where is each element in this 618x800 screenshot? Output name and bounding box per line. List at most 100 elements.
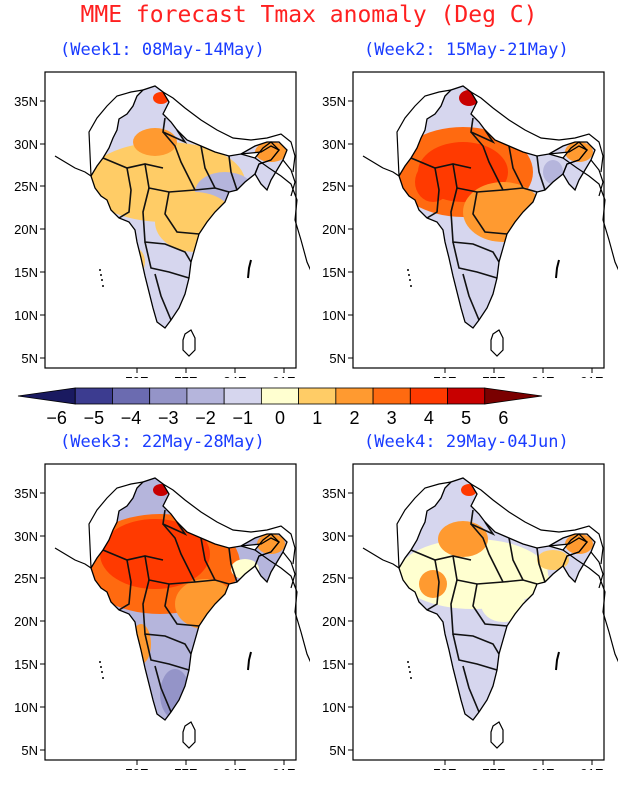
lat-tick-label: 15N	[322, 657, 346, 672]
lakshadweep-islands	[408, 666, 410, 668]
lat-tick-label: 25N	[322, 571, 346, 586]
map-panel-week4: 35N30N25N20N15N10N5N70E77E84E91E98E	[308, 460, 618, 781]
colorbar-swatch	[74, 387, 113, 405]
panel-title-week2: (Week2: 15May-21May)	[364, 40, 569, 60]
lon-tick-label: 77E	[174, 374, 197, 378]
state-boundary	[452, 241, 498, 279]
map-panel-week2: 35N30N25N20N15N10N5N70E77E84E91E98E	[308, 68, 618, 389]
northeast-outline	[548, 141, 596, 192]
lat-tick-label: 5N	[329, 743, 346, 758]
state-boundary	[462, 273, 480, 321]
lon-tick-label: 77E	[482, 766, 505, 770]
state-boundary	[536, 547, 546, 583]
anomaly-field	[91, 478, 287, 720]
colorbar-label: −5	[84, 408, 105, 428]
coastline	[282, 551, 296, 589]
andaman-islands	[555, 651, 560, 671]
coastline	[396, 481, 452, 569]
lat-tick-label: 25N	[322, 179, 346, 194]
lon-tick-label: 84E	[223, 766, 246, 770]
state-boundary	[470, 117, 496, 144]
state-boundary	[472, 191, 508, 235]
lat-tick-label: 35N	[14, 486, 38, 501]
state-boundary	[164, 583, 200, 627]
state-boundary	[154, 273, 172, 321]
state-boundary	[410, 157, 472, 169]
map-panel-week3: 35N30N25N20N15N10N5N70E77E84E91E98E	[0, 460, 345, 781]
panel-title-week4: (Week4: 29May-04Jun)	[364, 432, 569, 452]
northeast-outline	[240, 141, 288, 192]
state-boundary	[426, 167, 440, 219]
colorbar-label: 4	[424, 408, 434, 428]
coastline	[162, 483, 296, 565]
lakshadweep-islands	[102, 285, 104, 287]
india-outline	[90, 85, 280, 329]
coastline	[562, 157, 618, 271]
lakshadweep-islands	[407, 269, 409, 271]
lat-tick-label: 15N	[322, 265, 346, 280]
panel-title-week1: (Week1: 08May-14May)	[60, 40, 265, 60]
lat-tick-label: 35N	[322, 94, 346, 109]
colorbar-label: −2	[195, 408, 216, 428]
lon-tick-label: 77E	[482, 374, 505, 378]
map-frame	[44, 463, 297, 761]
lon-tick-label: 70E	[433, 374, 456, 378]
sri-lanka-outline	[182, 721, 196, 749]
state-boundary	[426, 559, 440, 611]
anomaly-patch	[543, 160, 563, 184]
colorbar-swatch	[298, 387, 337, 405]
lat-tick-label: 30N	[322, 137, 346, 152]
lakshadweep-islands	[99, 269, 101, 271]
lakshadweep-islands	[99, 661, 101, 663]
lon-tick-label: 70E	[433, 766, 456, 770]
lat-tick-label: 35N	[322, 486, 346, 501]
colorbar-label: −6	[46, 408, 67, 428]
colorbar-swatch	[17, 387, 76, 405]
coastline	[396, 89, 452, 177]
anomaly-field	[91, 86, 287, 328]
coastline	[362, 155, 400, 177]
lon-tick-label: 84E	[531, 374, 554, 378]
page-title: MME forecast Tmax anomaly (Deg C)	[80, 2, 538, 28]
state-boundary	[472, 583, 508, 627]
lat-tick-label: 10N	[14, 308, 38, 323]
state-boundary	[470, 523, 504, 583]
map-frame	[352, 463, 605, 761]
lon-tick-label: 91E	[580, 374, 603, 378]
anomaly-patch	[175, 579, 235, 629]
state-boundary	[142, 187, 192, 263]
coastline	[470, 91, 604, 173]
state-boundary	[164, 191, 200, 235]
coastline	[590, 159, 604, 197]
coastline	[54, 547, 92, 569]
state-boundary	[162, 117, 188, 144]
state-boundary	[162, 509, 188, 536]
state-boundary	[118, 559, 132, 611]
anomaly-patch	[481, 586, 525, 622]
lon-tick-label: 70E	[125, 766, 148, 770]
coastline	[54, 155, 92, 177]
state-boundary	[470, 509, 496, 536]
lat-tick-label: 10N	[322, 308, 346, 323]
state-boundary	[508, 537, 524, 581]
lat-tick-label: 30N	[14, 137, 38, 152]
lakshadweep-islands	[100, 666, 102, 668]
lat-tick-label: 20N	[14, 614, 38, 629]
state-boundary	[452, 555, 538, 585]
lakshadweep-islands	[410, 285, 412, 287]
colorbar-swatch	[484, 387, 543, 405]
lon-tick-label: 84E	[531, 766, 554, 770]
sri-lanka-outline	[490, 329, 504, 357]
india-outline	[398, 477, 588, 721]
colorbar-label: 0	[275, 408, 285, 428]
coastline	[88, 481, 144, 569]
lat-tick-label: 30N	[14, 529, 38, 544]
coastline	[562, 549, 618, 663]
state-boundary	[450, 187, 500, 263]
lakshadweep-islands	[101, 671, 103, 673]
state-boundary	[228, 155, 238, 191]
state-boundary	[162, 523, 196, 583]
coastline	[162, 91, 296, 173]
colorbar-label: −3	[158, 408, 179, 428]
colorbar-swatch	[372, 387, 411, 405]
